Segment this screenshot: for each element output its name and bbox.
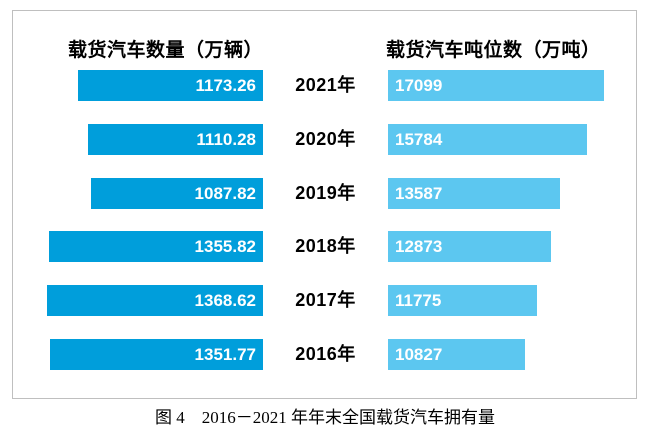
right-bar-value-label: 13587 (395, 183, 443, 203)
year-label: 2019年 (295, 182, 356, 203)
left-value-bar: 1087.82 (91, 177, 263, 209)
right-bar-value-label: 10827 (395, 345, 443, 364)
chart-row: 1368.62 2017年 11775 (13, 285, 636, 317)
left-bar-value-label: 1110.28 (196, 129, 256, 149)
year-label: 2020年 (295, 128, 356, 149)
left-bar-value-label: 1355.82 (194, 237, 256, 257)
year-label: 2021年 (295, 75, 356, 95)
right-value-bar: 15784 (388, 123, 588, 155)
left-value-bar: 1355.82 (49, 231, 263, 263)
chart-frame: 载货汽车数量（万辆） 载货汽车吨位数（万吨） 1173.26 2021年 170… (12, 10, 637, 399)
figure-caption: 图 4 2016－2021 年年末全国载货汽车拥有量 (155, 408, 495, 427)
year-label: 2017年 (295, 290, 356, 311)
left-value-bar: 1368.62 (47, 285, 263, 317)
left-bar-value-label: 1087.82 (194, 183, 256, 203)
year-label: 2018年 (295, 236, 356, 257)
left-value-bar: 1351.77 (49, 339, 263, 370)
year-label: 2016年 (295, 344, 356, 364)
right-bar-value-label: 11775 (395, 291, 442, 311)
right-bar-value-label: 15784 (395, 129, 443, 149)
right-value-bar: 12873 (388, 231, 551, 263)
chart-row: 1087.82 2019年 13587 (13, 177, 636, 209)
left-series-header: 载货汽车数量（万辆） (67, 40, 263, 61)
right-value-bar: 13587 (388, 177, 560, 209)
left-bar-value-label: 1351.77 (194, 345, 256, 364)
right-value-bar: 11775 (388, 285, 537, 317)
chart-row: 1351.77 2016年 10827 (13, 339, 636, 370)
left-value-bar: 1110.28 (87, 123, 263, 155)
chart-row: 1110.28 2020年 15784 (13, 123, 636, 155)
chart-row: 1173.26 2021年 17099 (13, 70, 636, 101)
right-value-bar: 17099 (388, 70, 604, 101)
left-bar-value-label: 1368.62 (194, 291, 256, 311)
left-value-bar: 1173.26 (78, 70, 263, 101)
right-bar-value-label: 17099 (395, 76, 443, 95)
right-bar-value-label: 12873 (395, 237, 443, 257)
left-bar-value-label: 1173.26 (195, 76, 256, 95)
right-value-bar: 10827 (388, 339, 525, 370)
right-series-header: 载货汽车吨位数（万吨） (386, 40, 601, 61)
chart-row: 1355.82 2018年 12873 (13, 231, 636, 263)
